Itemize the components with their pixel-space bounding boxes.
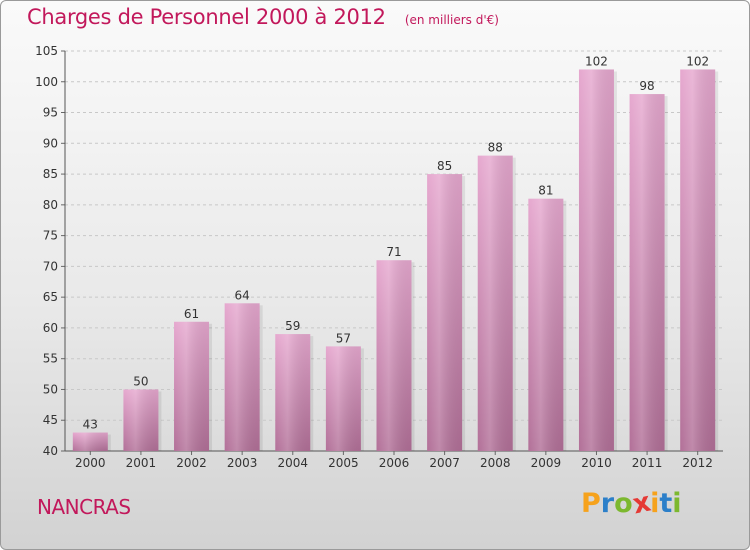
bar-shine <box>325 346 361 451</box>
logo-letter: i <box>650 488 660 519</box>
axes: 40 45 50 55 60 65 70 75 80 85 90 95 100 105 2000 2001 20… <box>35 44 723 470</box>
data-label: 61 <box>184 307 199 321</box>
bar-shine <box>578 69 614 451</box>
logo-letter: P <box>581 488 601 519</box>
y-tick-label: 45 <box>43 413 58 427</box>
bar-shine <box>376 260 412 451</box>
place-name: NANCRAS <box>37 495 131 519</box>
bar-shine <box>528 198 564 451</box>
bar-shine <box>72 432 108 451</box>
data-label: 59 <box>285 319 300 333</box>
bar-shine <box>174 321 210 451</box>
y-tick-label: 105 <box>35 44 58 58</box>
x-tick-label: 2009 <box>531 456 562 470</box>
x-tick-label: 2008 <box>480 456 511 470</box>
data-label: 50 <box>133 374 148 388</box>
x-tick-label: 2001 <box>126 456 157 470</box>
x-tick-label: 2004 <box>277 456 308 470</box>
bars <box>72 69 719 452</box>
proxiti-logo[interactable]: Proxiti <box>581 487 682 521</box>
bar-shine <box>680 69 716 451</box>
y-tick-label: 55 <box>43 352 58 366</box>
logo-letter: i <box>672 488 682 519</box>
data-label: 81 <box>538 184 553 198</box>
y-tick-label: 80 <box>43 198 58 212</box>
chart-subtitle: (en milliers d'€) <box>404 13 499 27</box>
data-label: 85 <box>437 159 452 173</box>
data-labels: 43 50 61 64 59 57 71 85 88 81 102 98 102 <box>83 54 709 431</box>
x-tick-label: 2002 <box>176 456 207 470</box>
x-tick-label: 2010 <box>581 456 612 470</box>
data-label: 57 <box>336 331 351 345</box>
data-label: 102 <box>585 54 608 68</box>
bar-shine <box>629 94 665 452</box>
logo-letter: r <box>600 488 615 519</box>
bar-shine <box>123 389 159 451</box>
data-label: 88 <box>488 141 503 155</box>
bar-shine <box>224 303 260 451</box>
bar-shine <box>477 155 513 451</box>
x-tick-label: 2000 <box>75 456 106 470</box>
bar-shine <box>275 334 311 451</box>
data-label: 64 <box>235 288 250 302</box>
y-tick-label: 50 <box>43 382 58 396</box>
data-label: 71 <box>386 245 401 259</box>
x-tick-label: 2006 <box>379 456 410 470</box>
data-label: 43 <box>83 418 98 432</box>
y-tick-label: 65 <box>43 290 58 304</box>
y-tick-label: 70 <box>43 259 58 273</box>
title-row: Charges de Personnel 2000 à 2012 (en mil… <box>27 5 499 29</box>
data-label: 102 <box>686 54 709 68</box>
y-tick-label: 90 <box>43 136 58 150</box>
x-tick-label: 2012 <box>682 456 713 470</box>
y-tick-label: 100 <box>35 75 58 89</box>
y-tick-label: 95 <box>43 106 58 120</box>
x-tick-label: 2011 <box>632 456 663 470</box>
y-tick-label: 85 <box>43 167 58 181</box>
y-tick-label: 60 <box>43 321 58 335</box>
x-tick-label: 2003 <box>227 456 258 470</box>
x-tick-label: 2005 <box>328 456 359 470</box>
x-tick-label: 2007 <box>429 456 460 470</box>
bar-shine <box>427 174 463 452</box>
data-label: 98 <box>639 79 654 93</box>
y-tick-label: 75 <box>43 229 58 243</box>
chart-title: Charges de Personnel 2000 à 2012 <box>27 5 386 29</box>
logo-letter: t <box>659 488 673 519</box>
y-tick-label: 40 <box>43 444 58 458</box>
logo-letter: o <box>614 488 633 519</box>
